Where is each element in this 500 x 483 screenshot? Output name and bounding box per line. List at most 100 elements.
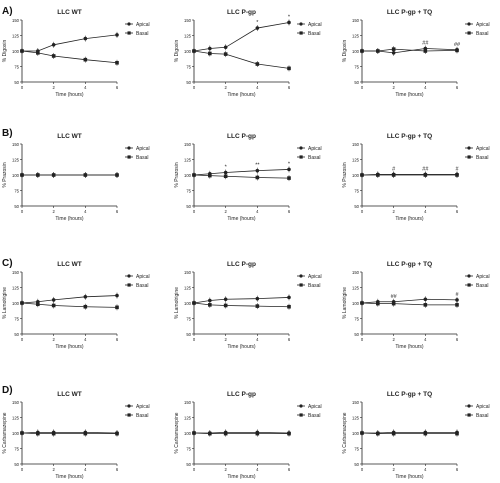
x-tick-label: 2 [224,209,227,214]
x-tick-label: 6 [456,209,459,214]
legend-marker [467,22,471,26]
y-tick-label: 75 [354,316,359,321]
data-point-basal [455,431,459,436]
data-point-basal [376,173,380,177]
x-tick-label: 0 [361,337,364,342]
legend-label: Basal [136,31,149,37]
significance-mark: * [256,20,259,26]
legend-label: Apical [136,274,150,280]
data-point-apical [391,51,396,55]
legend-label: Basal [476,155,489,161]
x-axis-label: Time (hours) [55,216,83,222]
x-tick-label: 2 [392,85,395,90]
data-point-basal [36,51,40,55]
y-axis-label: % Lamotrigine [174,287,180,319]
y-tick-label: 150 [12,400,20,405]
x-tick-label: 2 [52,337,55,342]
y-tick-label: 100 [12,301,20,306]
chart-panel-b-2: LLC P-gp 50 75 100 125 150 0 2 4 6 Time (hours) % P… [174,133,322,222]
y-tick-label: 50 [186,462,191,467]
series-line-apical [193,22,290,52]
data-point-apical [51,298,56,302]
legend-marker [299,404,303,408]
data-point-apical [83,36,88,41]
y-axis-label: % Prazosin [174,162,180,188]
data-point-basal [192,301,196,305]
data-point-basal [192,49,196,53]
y-tick-label: 75 [14,188,19,193]
y-axis-label: % Prazosin [342,162,348,188]
x-tick-label: 4 [424,209,427,214]
y-tick-label: 75 [186,316,191,321]
chart-title: LLC WT [57,9,82,16]
y-tick-label: 100 [12,49,20,54]
significance-mark: ** [255,163,260,169]
y-tick-label: 100 [184,173,192,178]
y-tick-label: 125 [184,285,192,290]
data-point-basal [423,49,428,53]
significance-mark: ## [422,166,429,172]
data-point-apical [223,45,228,50]
legend-label: Apical [476,22,490,28]
row-label-b: B) [2,128,13,139]
y-tick-label: 75 [14,446,19,451]
legend-label: Apical [476,274,490,280]
legend-marker [467,146,471,150]
data-point-apical [51,43,56,47]
y-tick-label: 100 [352,431,360,436]
legend-label: Apical [136,404,150,410]
data-point-basal [115,431,119,436]
legend-marker [127,155,131,159]
legend-marker [299,413,303,417]
y-tick-label: 75 [186,188,191,193]
data-point-basal [287,66,291,71]
y-tick-label: 125 [352,415,360,420]
chart-title: LLC P-gp [227,133,256,140]
data-point-basal [192,431,196,435]
chart-title: LLC WT [57,261,82,268]
data-point-basal [391,173,396,177]
data-point-basal [360,49,364,53]
data-point-apical [287,20,291,25]
y-tick-label: 100 [184,301,192,306]
data-point-basal [83,173,88,177]
data-point-apical [255,168,260,173]
x-tick-label: 2 [224,337,227,342]
x-tick-label: 6 [116,209,119,214]
x-tick-label: 2 [392,467,395,472]
y-axis-label: % Digoxin [2,40,8,63]
legend-marker [299,22,303,26]
data-point-basal [20,431,24,435]
x-tick-label: 4 [424,467,427,472]
y-tick-label: 50 [354,204,359,209]
y-tick-label: 125 [352,33,360,38]
legend-label: Basal [476,31,489,37]
data-point-basal [115,173,119,177]
chart-panel-c-2: LLC P-gp 50 75 100 125 150 0 2 4 6 Time (hours) % L… [174,261,322,350]
y-tick-label: 100 [12,431,20,436]
y-tick-label: 100 [184,49,192,54]
data-point-basal [423,303,428,307]
data-point-basal [83,57,88,62]
x-tick-label: 4 [84,209,87,214]
legend-label: Apical [308,404,322,410]
x-tick-label: 0 [361,467,364,472]
legend-label: Basal [476,413,489,419]
y-tick-label: 50 [14,204,19,209]
x-axis-label: Time (hours) [395,344,423,350]
data-point-basal [255,62,260,66]
y-tick-label: 100 [12,173,20,178]
data-point-basal [423,173,428,177]
chart-title: LLC P-gp + TQ [387,391,432,398]
x-axis-label: Time (hours) [55,92,83,98]
x-tick-label: 2 [224,85,227,90]
y-tick-label: 125 [184,415,192,420]
legend-marker [127,404,131,408]
y-tick-label: 75 [354,188,359,193]
legend-label: Apical [136,146,150,152]
legend-label: Apical [308,274,322,280]
significance-mark: # [455,292,459,298]
legend-marker [127,274,131,278]
y-tick-label: 50 [186,80,191,85]
